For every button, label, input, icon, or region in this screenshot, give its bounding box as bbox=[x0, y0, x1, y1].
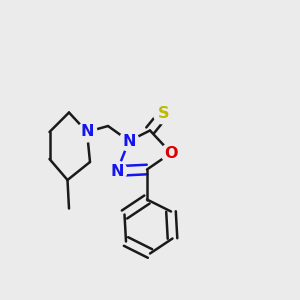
Text: N: N bbox=[80, 124, 94, 140]
Circle shape bbox=[77, 122, 97, 142]
Text: S: S bbox=[158, 106, 169, 122]
Text: N: N bbox=[122, 134, 136, 148]
Text: O: O bbox=[164, 146, 178, 160]
Circle shape bbox=[154, 104, 173, 124]
Text: N: N bbox=[110, 164, 124, 178]
Circle shape bbox=[119, 131, 139, 151]
Circle shape bbox=[107, 161, 127, 181]
Circle shape bbox=[161, 143, 181, 163]
